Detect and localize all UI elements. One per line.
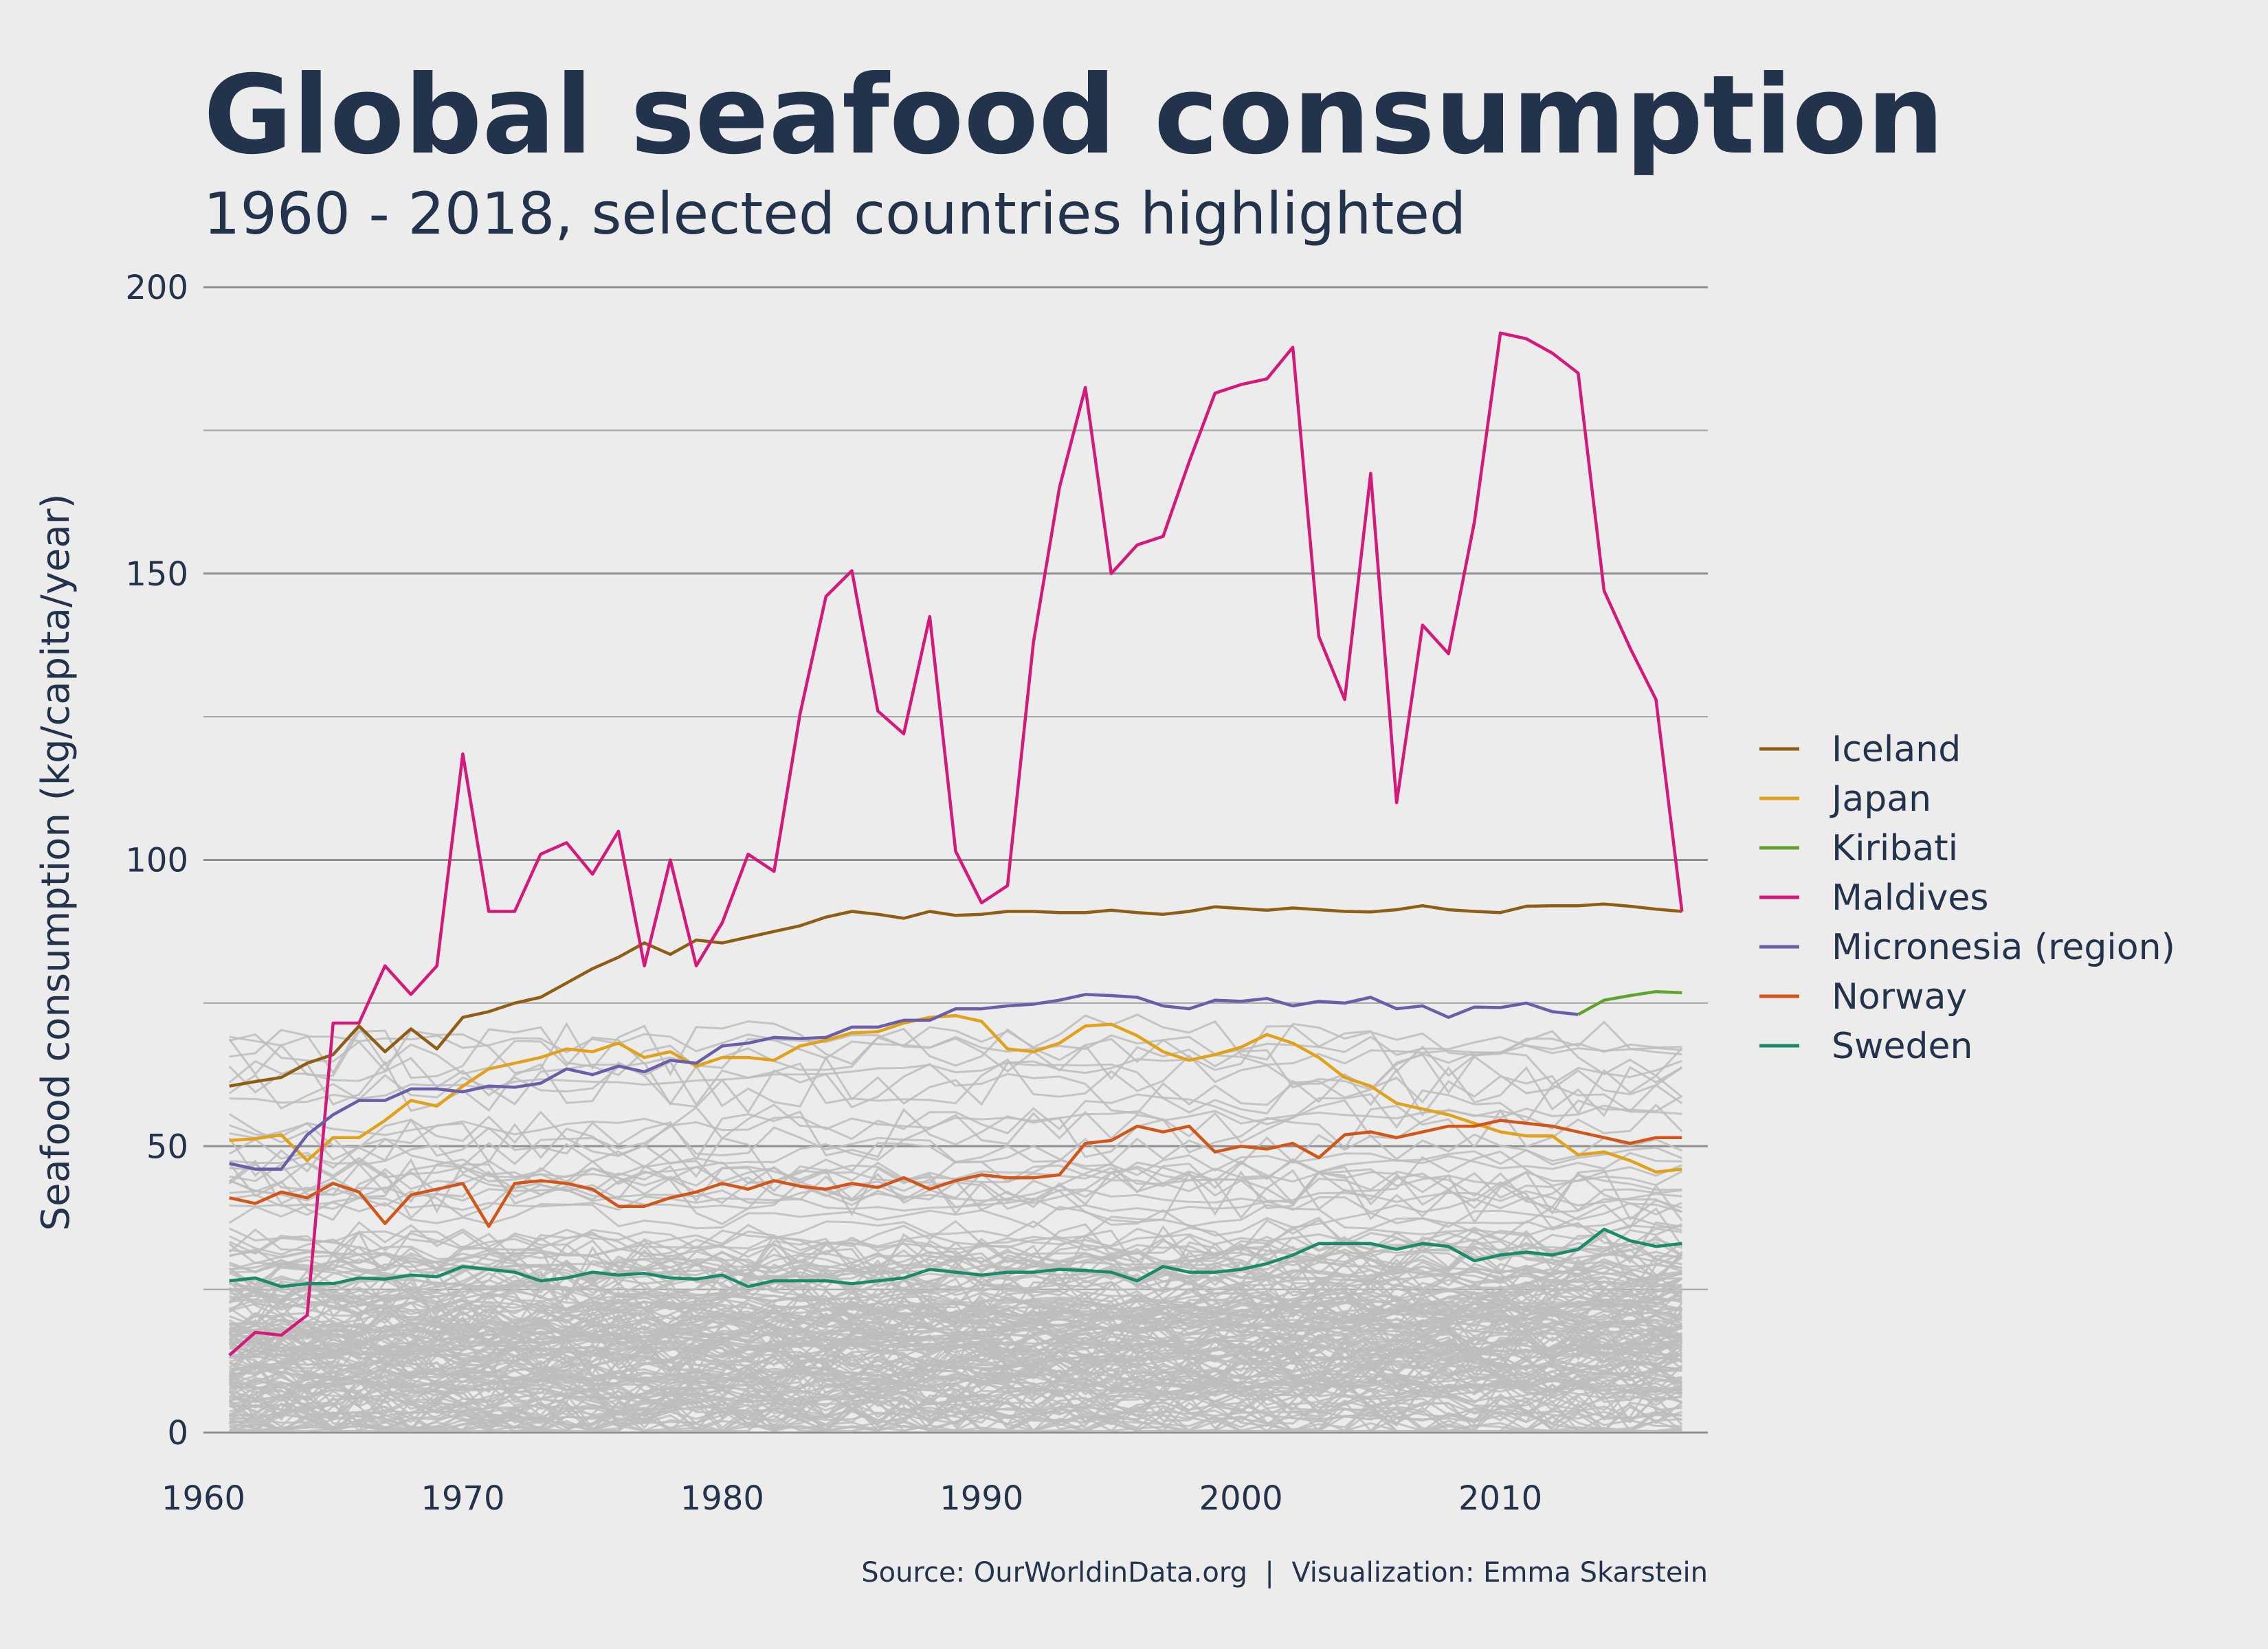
y-tick-label: 150 [125,555,188,594]
source-caption: Source: OurWorldinData.org | Visualizati… [861,1557,1708,1589]
background-country-line [228,1013,1682,1079]
background-country-line [229,1297,1683,1336]
series-line-micronesia-region [229,993,1579,1171]
series-line-norway [229,1119,1682,1229]
legend: Iceland Japan Kiribati Maldives Micronesia (… [1759,729,2175,1067]
background-country-line [228,1248,1682,1305]
background-country-line [229,1223,1682,1270]
chart-subtitle: 1960 - 2018, selected countries highligh… [203,180,1466,247]
background-country-line [229,1104,1682,1138]
legend-label: Micronesia (region) [1832,927,2175,968]
background-country-line [229,1340,1682,1382]
background-country-line [229,1292,1682,1321]
series-line-japan [229,1013,1682,1174]
legend-label: Iceland [1832,729,1961,770]
series-line-sweden [229,1227,1682,1288]
background-country-line [229,1307,1682,1360]
background-country-line [228,1350,1683,1411]
x-tick-label: 1960 [162,1479,245,1518]
legend-label: Maldives [1832,877,1989,919]
background-country-line [229,1042,1682,1104]
background-country-line [229,1411,1682,1433]
background-country-line [228,1308,1683,1359]
background-country-line [229,1319,1683,1379]
legend-label: Sweden [1832,1026,1973,1067]
background-country-line [228,1219,1682,1254]
background-country-line [228,1305,1683,1376]
x-tick-label: 1970 [421,1479,504,1518]
background-country-line [228,1256,1683,1318]
background-country-line [229,1322,1683,1371]
background-country-line [229,1397,1682,1433]
legend-label: Japan [1830,778,1931,820]
background-lines [228,1013,1683,1433]
chart-title: Global seafood consumption [203,52,1944,179]
y-axis-label: Seafood consumption (kg/capita/year) [34,493,78,1231]
y-tick-label: 0 [167,1414,188,1452]
x-tick-label: 1980 [680,1479,764,1518]
background-country-line [229,1146,1682,1197]
y-axis-ticks: 0 50 100 150 200 [125,269,188,1452]
background-country-line [228,1237,1682,1272]
background-country-line [228,1334,1683,1421]
y-tick-label: 100 [125,842,188,880]
background-country-line [228,1258,1682,1299]
background-country-line [228,1373,1682,1432]
x-tick-label: 2010 [1458,1479,1542,1518]
background-country-line [229,1343,1682,1385]
background-country-line [229,1367,1682,1399]
background-country-line [228,1103,1683,1162]
background-country-line [228,1136,1682,1192]
legend-label: Kiribati [1832,828,1958,869]
legend-label: Norway [1832,976,1967,1018]
x-axis-ticks: 1960 1970 1980 1990 2000 2010 [162,1479,1542,1518]
background-country-line [229,1233,1682,1275]
background-country-line [229,1378,1682,1432]
background-country-line [229,1275,1682,1339]
background-country-line [228,1391,1682,1433]
y-tick-label: 200 [125,269,188,307]
gridlines [203,286,1708,1434]
background-country-line [229,1395,1683,1433]
background-country-line [229,1020,1683,1077]
y-tick-label: 50 [146,1128,188,1166]
series-lines [228,331,1684,1357]
series-line-maldives [228,331,1684,1357]
x-tick-label: 1990 [940,1479,1023,1518]
background-country-line [229,1193,1682,1213]
background-country-line [229,1332,1682,1407]
background-country-line [228,1207,1683,1289]
background-country-line [228,1280,1683,1359]
background-country-line [229,1382,1682,1433]
background-country-line [229,1025,1682,1091]
background-country-line [229,1033,1682,1057]
background-country-line [228,1201,1682,1231]
background-country-line [229,1252,1682,1293]
series-line-iceland [229,902,1682,1088]
x-tick-label: 2000 [1199,1479,1283,1518]
background-country-line [229,1084,1683,1150]
background-country-line [228,1060,1683,1117]
series-line-kiribati [1577,989,1682,1016]
background-country-line [229,1334,1682,1413]
